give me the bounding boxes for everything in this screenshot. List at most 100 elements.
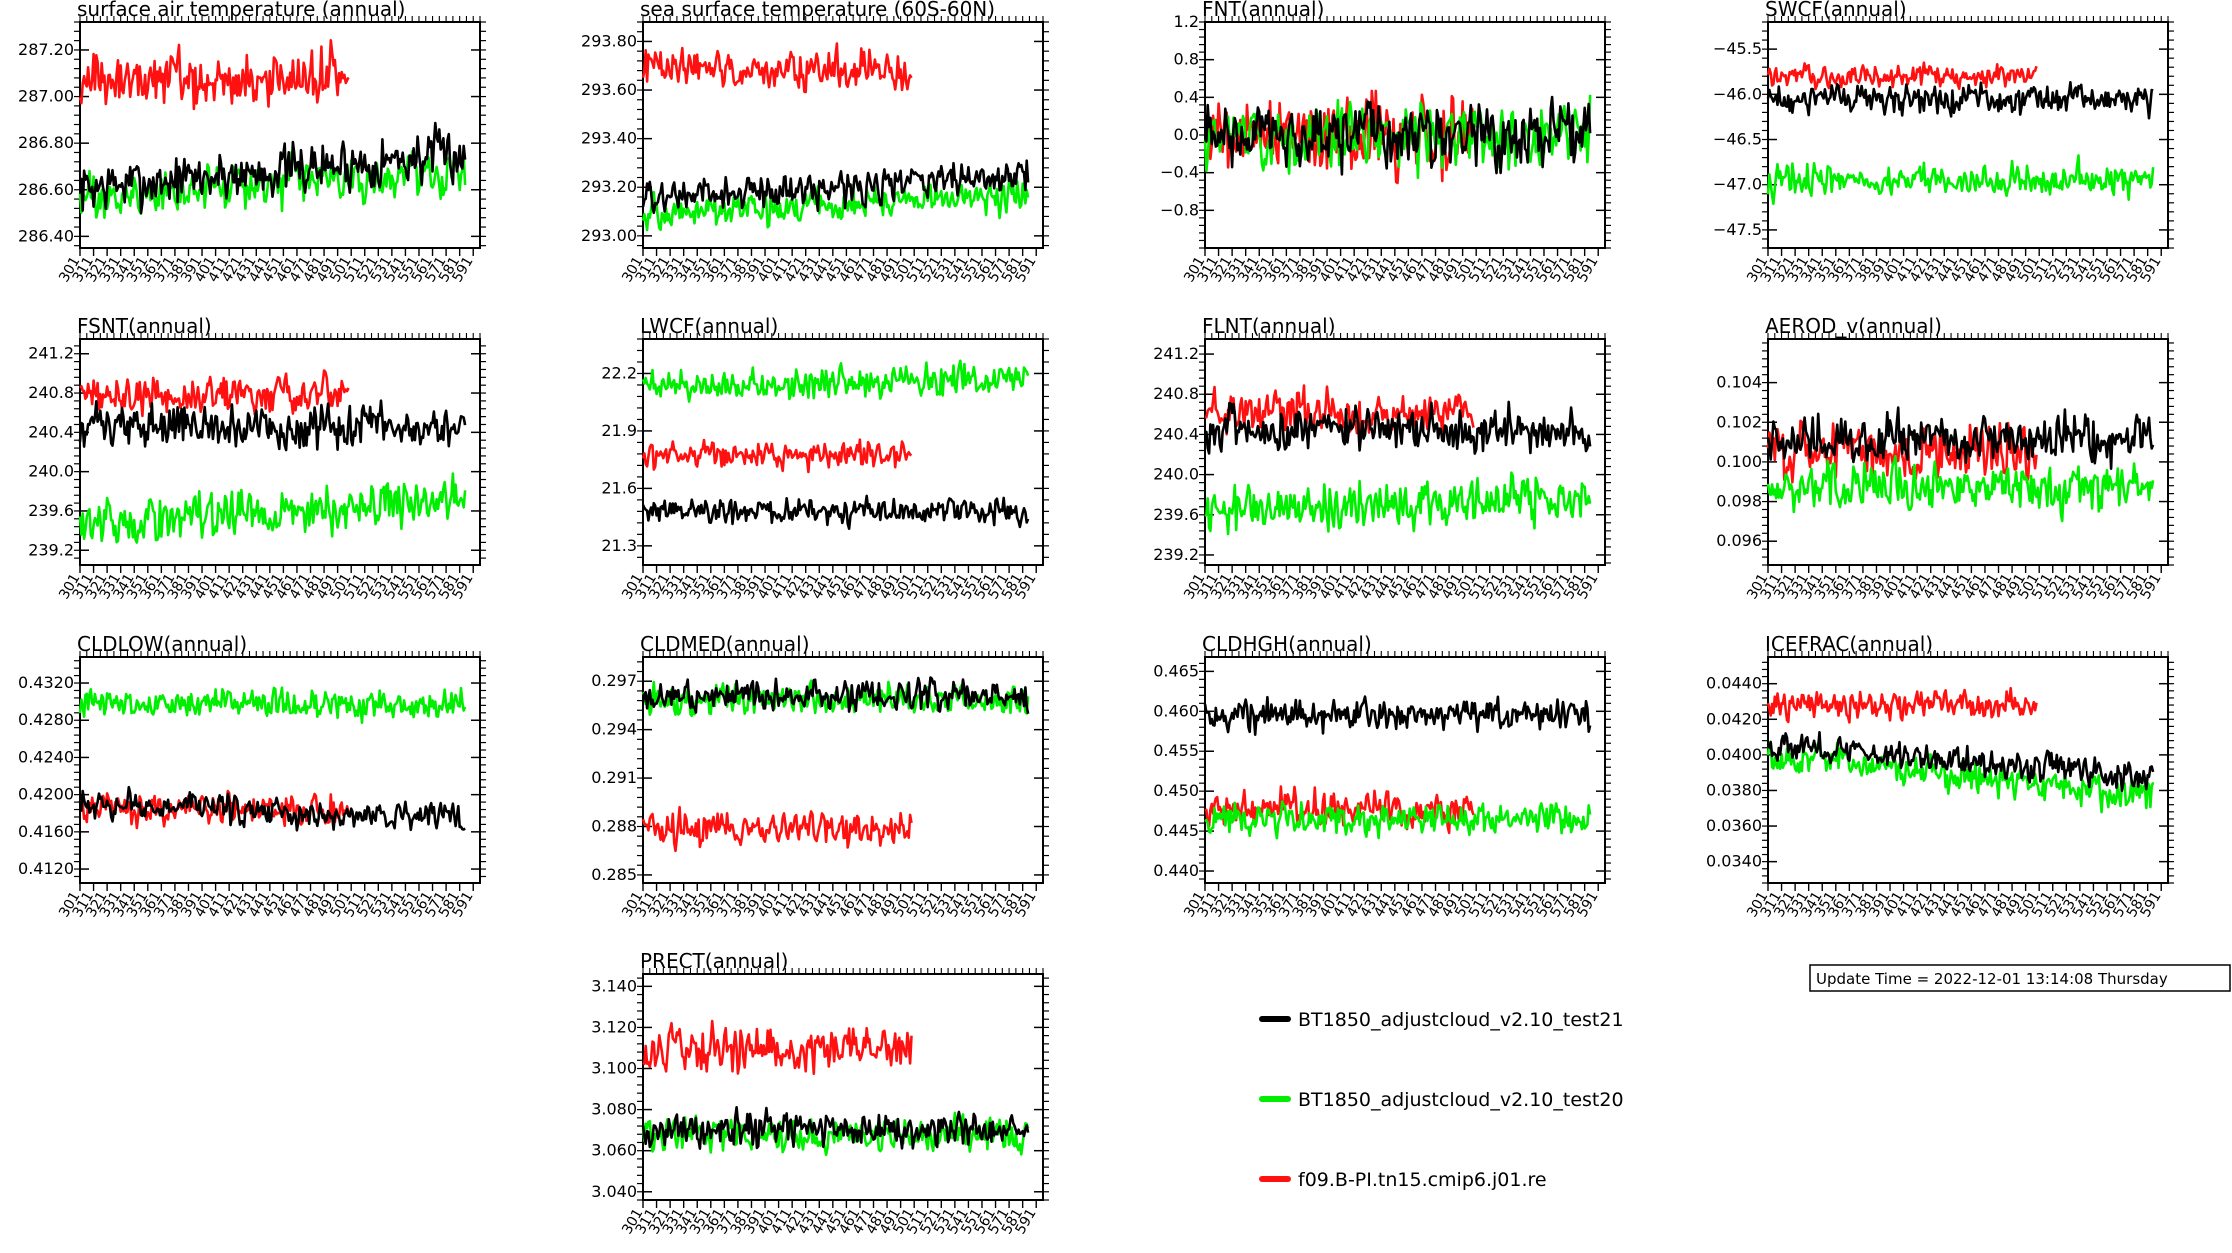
series-line-bt1850-adjustcloud-v2-10-test20 [1766,154,2155,206]
y-tick-label: 0.294 [591,720,637,739]
y-tick-label: 0.104 [1716,373,1762,392]
chart-panel-fsnt-annual: FSNT(annual) 239.2 239.6 240.0 240.4 240.8 241… [28,314,486,602]
series-line-f09-b-pi-tn15-cmip6-j01-re [1766,61,2038,91]
series-line-bt1850-adjustcloud-v2-10-test20 [78,686,467,725]
y-tick-label: −0.8 [1160,200,1199,219]
plot-frame [1204,656,1606,884]
series-line-f09-b-pi-tn15-cmip6-j01-re [642,1019,913,1076]
series-line-f09-b-pi-tn15-cmip6-j01-re [641,42,913,94]
y-tick-label: 21.3 [601,536,637,555]
series-line-bt1850-adjustcloud-v2-10-test21 [641,494,1030,531]
panel-title: SWCF(annual) [1765,0,1907,21]
y-tick-label: 0.285 [591,865,637,884]
panel-title: surface air temperature (annual) [77,0,405,21]
series-line-bt1850-adjustcloud-v2-10-test21 [78,121,467,215]
panel-title: PRECT(annual) [640,949,788,973]
y-tick-label: −46.5 [1713,130,1762,149]
series-line-bt1850-adjustcloud-v2-10-test21 [1766,730,2155,793]
y-tick-label: 239.2 [1153,545,1199,564]
legend: BT1850_adjustcloud_v2.10_test21 BT1850_ad… [1259,1009,1624,1191]
y-tick-label: 240.8 [1153,384,1199,403]
legend-label: BT1850_adjustcloud_v2.10_test21 [1298,1009,1624,1031]
y-tick-label: 240.0 [28,462,74,481]
y-tick-label: 240.8 [28,383,74,402]
y-tick-label: −47.0 [1713,175,1762,194]
series-line-bt1850-adjustcloud-v2-10-test21 [78,785,466,832]
chart-panel-cldlow-annual: CLDLOW(annual) 0.4120 0.4160 0.4200 0.4240 0.… [18,632,486,920]
y-tick-label: 239.6 [1153,505,1199,524]
y-tick-label: 0.297 [591,671,637,690]
series-line-f09-b-pi-tn15-cmip6-j01-re [78,38,350,111]
y-tick-label: 0.4240 [18,747,74,766]
y-tick-label: 0.4280 [18,710,74,729]
y-tick-label: 3.120 [591,1017,637,1036]
panel-title: LWCF(annual) [640,314,778,338]
chart-panel-sea-surface-temperature-60s-60n: sea surface temperature (60S-60N) 293.00 2… [581,0,1049,285]
y-tick-label: 0.465 [1153,661,1199,680]
plot-frame [79,338,481,566]
plot-frame [642,21,1044,249]
series-line-bt1850-adjustcloud-v2-10-test21 [641,1106,1030,1150]
series-line-bt1850-adjustcloud-v2-10-test20 [641,178,1030,232]
panel-title: FNT(annual) [1202,0,1324,21]
series-line-bt1850-adjustcloud-v2-10-test21 [1203,400,1592,455]
y-tick-label: 0.288 [591,817,637,836]
y-tick-label: −45.5 [1713,39,1762,58]
series-line-bt1850-adjustcloud-v2-10-test20 [1204,471,1592,536]
plot-frame [1204,338,1606,566]
chart-panel-icefrac-annual: ICEFRAC(annual)0.03400.03600.03800.04000… [1706,632,2174,920]
legend-label: f09.B-PI.tn15.cmip6.j01.re [1298,1169,1547,1191]
y-tick-label: 0.4200 [18,785,74,804]
plot-frame [642,973,1044,1201]
y-tick-label: 240.4 [28,422,74,441]
y-tick-label: 3.140 [591,976,637,995]
y-tick-label: 0.4160 [18,822,74,841]
series-line-bt1850-adjustcloud-v2-10-test21 [641,676,1030,714]
series-line-bt1850-adjustcloud-v2-10-test21 [78,399,467,452]
y-tick-label: 0.0380 [1706,780,1762,799]
y-tick-label: 3.100 [591,1059,637,1078]
chart-panel-aerod-v-annual: AEROD_v(annual) 0.096 0.098 0.100 0.102 0.104… [1716,314,2174,602]
y-tick-label: 21.6 [601,478,637,497]
y-tick-label: 241.2 [28,344,74,363]
plot-frame [1767,656,2169,884]
y-tick-label: 0.0340 [1706,852,1762,871]
chart-panel-prect-annual: PRECT(annual) 3.040 3.060 3.080 3.100 3.120 3.… [591,949,1049,1237]
y-tick-label: 286.80 [18,133,74,152]
y-tick-label: −0.4 [1160,163,1199,182]
series-line-bt1850-adjustcloud-v2-10-test20 [641,359,1030,403]
y-tick-label: 293.00 [581,226,637,245]
y-tick-label: 286.40 [18,226,74,245]
panel-title: sea surface temperature (60S-60N) [640,0,995,21]
y-tick-label: 0.096 [1716,531,1762,550]
y-tick-label: 0.102 [1716,412,1762,431]
y-tick-label: 0.0420 [1706,709,1762,728]
plot-frame [642,656,1044,884]
y-tick-label: 240.0 [1153,465,1199,484]
y-tick-label: 239.6 [28,501,74,520]
series-line-bt1850-adjustcloud-v2-10-test21 [641,159,1030,215]
y-tick-label: 241.2 [1153,344,1199,363]
chart-panel-fnt-annual: FNT(annual)−0.8−0.40.00.40.81.2301311321… [1160,0,1611,285]
y-tick-label: 0.460 [1153,701,1199,720]
y-tick-label: 293.40 [581,129,637,148]
y-tick-label: 287.20 [18,40,74,59]
y-tick-label: 293.60 [581,80,637,99]
series-line-bt1850-adjustcloud-v2-10-test20 [78,472,467,544]
series-line-bt1850-adjustcloud-v2-10-test21 [1766,406,2155,471]
y-tick-label: −46.0 [1713,84,1762,103]
plot-frame [642,338,1044,566]
chart-panel-swcf-annual: SWCF(annual)−47.5−47.0−46.5−46.0−45.5301… [1713,0,2174,285]
series-line-f09-b-pi-tn15-cmip6-j01-re [1766,419,2038,484]
plot-frame [1767,21,2169,249]
y-tick-label: 1.2 [1174,12,1199,31]
chart-panel-cldhgh-annual: CLDHGH(annual)0.4400.4450.4500.4550.4600… [1153,632,1611,920]
y-tick-label: 240.4 [1153,424,1199,443]
panel-title: FLNT(annual) [1202,314,1336,338]
y-tick-label: 3.080 [591,1100,637,1119]
y-tick-label: 3.040 [591,1182,637,1201]
y-tick-label: 0.0440 [1706,674,1762,693]
y-tick-label: 21.9 [601,421,637,440]
y-tick-label: 0.098 [1716,492,1762,511]
series-line-bt1850-adjustcloud-v2-10-test20 [1204,800,1592,840]
